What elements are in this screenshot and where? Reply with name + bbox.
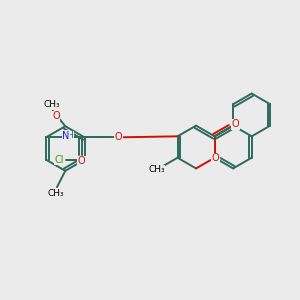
Text: Cl: Cl — [55, 155, 64, 165]
Text: CH₃: CH₃ — [47, 189, 64, 198]
Text: O: O — [212, 153, 219, 163]
Text: O: O — [52, 111, 60, 121]
Text: H: H — [66, 131, 73, 140]
Text: O: O — [232, 119, 239, 129]
Text: O: O — [77, 156, 85, 167]
Text: CH₃: CH₃ — [44, 100, 60, 109]
Text: N: N — [62, 131, 70, 141]
Text: CH₃: CH₃ — [148, 165, 165, 174]
Text: O: O — [114, 132, 122, 142]
